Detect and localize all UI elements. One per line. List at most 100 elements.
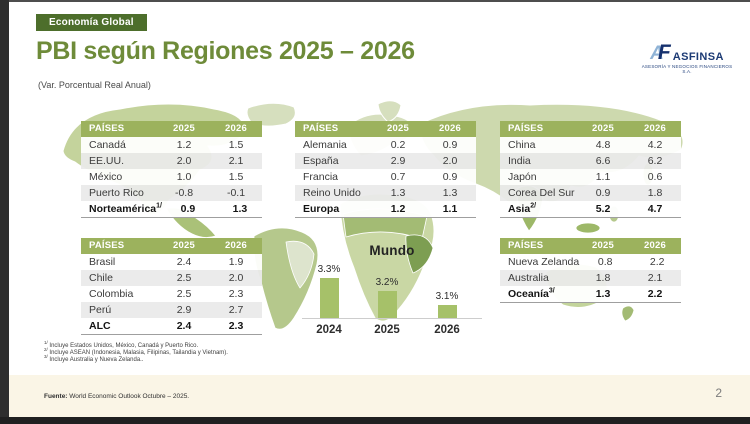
section-badge: Economía Global xyxy=(36,14,147,31)
cell-2025: 1.3 xyxy=(595,288,611,300)
left-border xyxy=(0,0,9,424)
bottom-border xyxy=(0,417,750,424)
map-scandinavia xyxy=(377,100,402,123)
source-label: Fuente: xyxy=(44,393,68,400)
cell-country: Corea Del Sur xyxy=(508,187,575,199)
x-tick-2026: 2026 xyxy=(434,324,460,336)
cell-2026: 1.9 xyxy=(228,256,244,268)
cell-region: Oceanía3/ xyxy=(508,287,555,301)
cell-country: Canadá xyxy=(89,139,126,151)
cell-2026: 0.6 xyxy=(647,171,663,183)
cell-2025: 2.9 xyxy=(176,304,192,316)
footer-bar: Fuente: World Economic Outlook Octubre –… xyxy=(9,375,750,417)
header-2026: 2026 xyxy=(644,240,666,251)
table-row: Puerto Rico -0.8 -0.1 xyxy=(81,185,262,201)
cell-country: Chile xyxy=(89,272,113,284)
cell-2025: 0.2 xyxy=(390,139,406,151)
cell-country: China xyxy=(508,139,536,151)
table-row: Australia 1.8 2.1 xyxy=(500,270,681,286)
table-row: España 2.9 2.0 xyxy=(295,153,476,169)
cell-2026: 2.1 xyxy=(228,155,244,167)
cell-2026: 4.2 xyxy=(647,139,663,151)
footnote-ref: 3/ xyxy=(548,287,555,295)
bar-value-label: 3.3% xyxy=(317,264,341,275)
logo-monogram: A F ASFINSA xyxy=(641,42,733,63)
table-total-row: Oceanía3/ 1.3 2.2 xyxy=(500,286,681,302)
footnotes: 1/ Incluye Estados Unidos, México, Canad… xyxy=(44,340,228,365)
header-2025: 2025 xyxy=(592,123,614,134)
bar-value-label: 3.1% xyxy=(435,291,459,302)
cell-country: Alemania xyxy=(303,139,347,151)
source-note: Fuente: World Economic Outlook Octubre –… xyxy=(44,393,189,400)
header-2025: 2025 xyxy=(173,240,195,251)
bar-2026 xyxy=(437,305,457,318)
cell-country: Francia xyxy=(303,171,339,183)
cell-2026: 2.1 xyxy=(647,272,663,284)
cell-2025: 1.1 xyxy=(595,171,611,183)
table-header: PAÍSES 2025 2026 xyxy=(81,121,262,137)
cell-2026: 1.8 xyxy=(647,187,663,199)
map-indonesia xyxy=(575,222,601,234)
cell-country: México xyxy=(89,171,123,183)
cell-region: Norteamérica1/ xyxy=(89,202,162,216)
logo-letter-a: A xyxy=(650,43,664,64)
chart-plot-area: 3.3% 3.2% 3.1% xyxy=(302,260,482,319)
cell-2026: 2.2 xyxy=(649,256,665,268)
header-2025: 2025 xyxy=(387,123,409,134)
table-asia: PAÍSES 2025 2026 China 4.8 4.2 India 6.6… xyxy=(500,121,681,218)
table-row: México 1.0 1.5 xyxy=(81,169,262,185)
footnote-ref: 1/ xyxy=(156,202,162,210)
cell-country: Brasil xyxy=(89,256,116,268)
header-2026: 2026 xyxy=(225,123,247,134)
cell-2025: 0.7 xyxy=(390,171,406,183)
table-row: Nueva Zelanda 0.8 2.2 xyxy=(500,254,681,270)
bar-value-label: 3.2% xyxy=(375,277,399,288)
cell-2025: 5.2 xyxy=(595,203,611,215)
footnote-3: 3/ Incluye Australia y Nueva Zelanda.. xyxy=(44,354,144,364)
cell-2025: 2.9 xyxy=(390,155,406,167)
table-alc: PAÍSES 2025 2026 Brasil 2.4 1.9 Chile 2.… xyxy=(81,238,262,335)
map-greenland xyxy=(246,102,296,127)
table-row: EE.UU. 2.0 2.1 xyxy=(81,153,262,169)
table-row: Francia 0.7 0.9 xyxy=(295,169,476,185)
header-paises: PAÍSES xyxy=(303,123,339,134)
cell-2025: 0.9 xyxy=(180,203,196,215)
cell-country: Japón xyxy=(508,171,537,183)
table-total-row: Norteamérica1/ 0.9 1.3 xyxy=(81,201,262,217)
cell-country: EE.UU. xyxy=(89,155,125,167)
header-2025: 2025 xyxy=(173,123,195,134)
footnote-1: 1/ Incluye Estados Unidos, México, Canad… xyxy=(44,340,199,349)
cell-2025: -0.8 xyxy=(174,187,194,199)
logo-letter-f: F xyxy=(657,41,671,64)
header-paises: PAÍSES xyxy=(89,240,125,251)
cell-2026: 0.9 xyxy=(442,139,458,151)
page-title: PBI según Regiones 2025 – 2026 xyxy=(36,37,415,65)
cell-2025: 2.4 xyxy=(176,320,192,332)
cell-2025: 1.3 xyxy=(390,187,406,199)
header-2026: 2026 xyxy=(644,123,666,134)
table-row: Japón 1.1 0.6 xyxy=(500,169,681,185)
cell-2026: 2.7 xyxy=(228,304,244,316)
table-row: Alemania 0.2 0.9 xyxy=(295,137,476,153)
cell-country: Perú xyxy=(89,304,112,316)
page-subtitle: (Var. Porcentual Real Anual) xyxy=(38,80,151,90)
bar-group-2026: 3.1% xyxy=(423,291,471,318)
header-paises: PAÍSES xyxy=(508,240,544,251)
cell-2025: 2.5 xyxy=(176,272,192,284)
top-border xyxy=(0,0,750,2)
header-paises: PAÍSES xyxy=(89,123,125,134)
table-norteamerica: PAÍSES 2025 2026 Canadá 1.2 1.5 EE.UU. 2… xyxy=(81,121,262,218)
table-header: PAÍSES 2025 2026 xyxy=(500,121,681,137)
cell-country: Reino Unido xyxy=(303,187,361,199)
header-2025: 2025 xyxy=(592,240,614,251)
table-header: PAÍSES 2025 2026 xyxy=(81,238,262,254)
cell-2025: 2.4 xyxy=(176,256,192,268)
cell-2025: 1.0 xyxy=(176,171,192,183)
cell-country: Nueva Zelanda xyxy=(508,256,580,268)
cell-2025: 2.0 xyxy=(176,155,192,167)
cell-2026: 1.5 xyxy=(228,171,244,183)
cell-2026: 1.5 xyxy=(228,139,244,151)
logo-tagline: ASESORÍA Y NEGOCIOS FINANCIEROS S.A. xyxy=(641,64,733,74)
cell-2026: 2.3 xyxy=(228,320,244,332)
